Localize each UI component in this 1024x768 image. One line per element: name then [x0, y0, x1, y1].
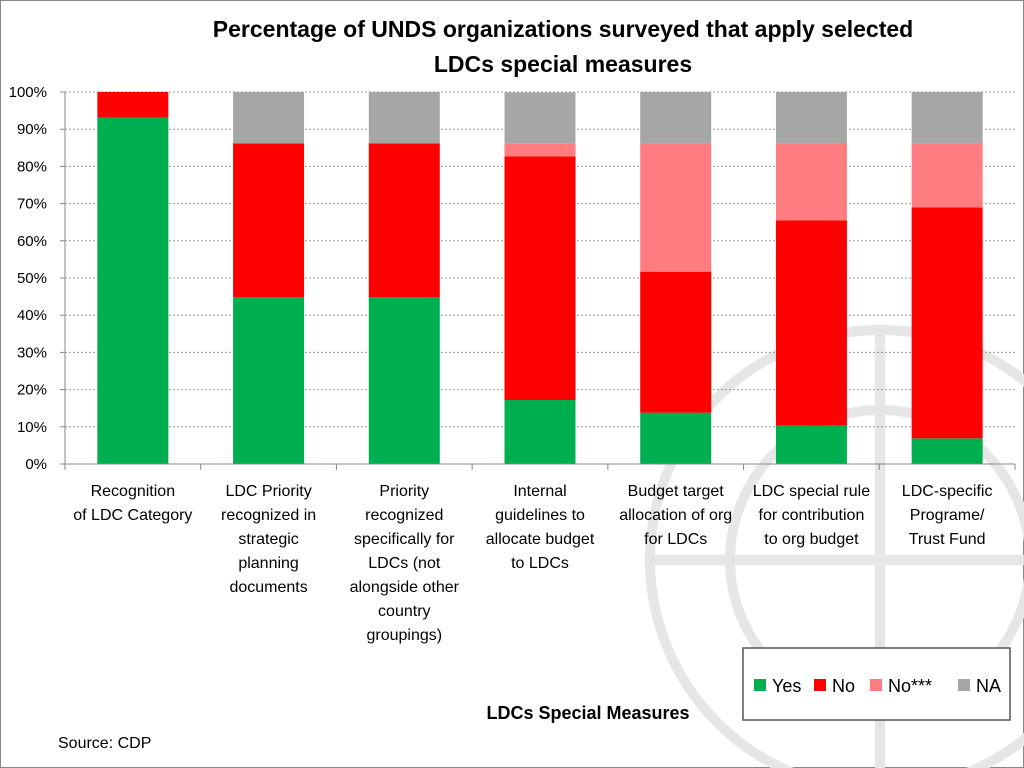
bar-segment-na: [368, 92, 440, 144]
chart-title-line-2: LDCs special measures: [434, 51, 692, 77]
legend-swatch: [870, 679, 882, 691]
bar-segment-no: [97, 92, 169, 118]
y-tick-label: 90%: [17, 121, 47, 138]
x-tick-label: recognized: [365, 507, 443, 524]
x-tick-label: Internal: [513, 483, 566, 500]
bar-segment-na: [233, 92, 305, 144]
bar-segment-na: [504, 92, 576, 144]
x-tick-label: recognized in: [221, 507, 316, 524]
y-tick-label: 60%: [17, 233, 47, 250]
x-tick-label: for contribution: [759, 507, 865, 524]
x-tick-label: of LDC Category: [73, 507, 192, 524]
x-tick-label: groupings): [366, 627, 442, 644]
chart-title-line-1: Percentage of UNDS organizations surveye…: [213, 16, 913, 42]
bar-segment-no: [504, 143, 576, 157]
x-tick-label: allocation of org: [619, 507, 732, 524]
legend-label: NA: [976, 676, 1001, 696]
bar-segment-yes: [504, 400, 576, 464]
bar-segment-no: [640, 143, 712, 272]
bar-segment-na: [775, 92, 847, 144]
bar-segment-yes: [775, 425, 847, 464]
bar-segment-no: [233, 143, 305, 298]
legend: Yes No No*** NA: [742, 647, 1011, 721]
x-tick-label: Recognition: [91, 483, 176, 500]
x-tick-label: strategic: [238, 531, 298, 548]
x-tick-label: guidelines to: [495, 507, 585, 524]
legend-label: No: [832, 676, 855, 696]
y-tick-label: 10%: [17, 419, 47, 436]
y-tick-label: 0%: [25, 456, 47, 473]
x-tick-label: documents: [229, 579, 307, 596]
x-tick-label: LDC-specific: [902, 483, 993, 500]
bar-segment-yes: [640, 412, 712, 464]
x-tick-label: Trust Fund: [909, 531, 986, 548]
x-tick-label: LDCs (not: [368, 555, 441, 572]
x-tick-label: specifically for: [354, 531, 455, 548]
legend-swatch: [754, 679, 766, 691]
x-tick-label: alongside other: [350, 579, 460, 596]
bar-segment-no: [368, 143, 440, 298]
bar-segment-no: [504, 156, 576, 401]
legend-label: No***: [888, 676, 932, 696]
y-tick-label: 100%: [9, 84, 47, 101]
x-tick-label: country: [378, 603, 430, 620]
y-tick-label: 50%: [17, 270, 47, 287]
x-axis-title: LDCs Special Measures: [486, 703, 689, 723]
x-tick-label: planning: [238, 555, 299, 572]
y-tick-label: 80%: [17, 158, 47, 175]
legend-label: Yes: [772, 676, 801, 696]
y-tick-label: 20%: [17, 382, 47, 399]
y-tick-label: 30%: [17, 344, 47, 361]
x-tick-label: to org budget: [764, 531, 859, 548]
bar-segment-no: [911, 207, 983, 439]
y-tick-label: 40%: [17, 307, 47, 324]
bar-segment-yes: [368, 297, 440, 464]
bar-segment-na: [911, 92, 983, 144]
x-tick-label: allocate budget: [486, 531, 595, 548]
x-tick-label: for LDCs: [644, 531, 707, 548]
x-tick-label: LDC special rule: [753, 483, 870, 500]
bar-segment-no: [775, 143, 847, 221]
bar-segment-yes: [911, 438, 983, 464]
bar-segment-no: [775, 220, 847, 426]
source-note: Source: CDP: [58, 735, 151, 752]
legend-swatch: [958, 679, 970, 691]
bar-segment-yes: [97, 117, 169, 464]
x-tick-label: Priority: [379, 483, 429, 500]
x-tick-label: Budget target: [628, 483, 725, 500]
bar-segment-yes: [233, 297, 305, 464]
bar-segment-na: [640, 92, 712, 144]
x-tick-label: LDC Priority: [225, 483, 311, 500]
bar-segment-no: [911, 143, 983, 208]
x-tick-label: to LDCs: [511, 555, 569, 572]
bar-segment-no: [640, 271, 712, 413]
x-tick-label: Programe/: [910, 507, 985, 524]
legend-swatch: [814, 679, 826, 691]
y-tick-label: 70%: [17, 196, 47, 213]
